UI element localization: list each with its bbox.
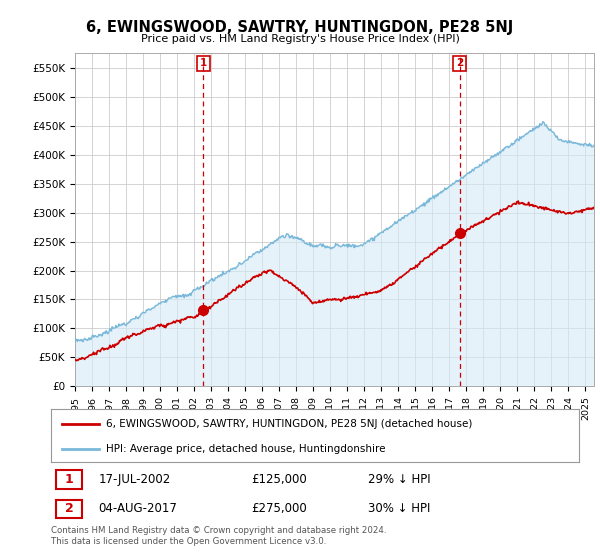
- Text: 1: 1: [65, 473, 73, 486]
- Text: Contains HM Land Registry data © Crown copyright and database right 2024.
This d: Contains HM Land Registry data © Crown c…: [51, 526, 386, 546]
- Text: Price paid vs. HM Land Registry's House Price Index (HPI): Price paid vs. HM Land Registry's House …: [140, 34, 460, 44]
- Text: HPI: Average price, detached house, Huntingdonshire: HPI: Average price, detached house, Hunt…: [106, 444, 386, 454]
- Text: 17-JUL-2002: 17-JUL-2002: [98, 473, 171, 486]
- Text: £125,000: £125,000: [251, 473, 307, 486]
- Text: 2: 2: [65, 502, 73, 515]
- Text: 30% ↓ HPI: 30% ↓ HPI: [368, 502, 430, 515]
- FancyBboxPatch shape: [56, 470, 82, 489]
- Text: 04-AUG-2017: 04-AUG-2017: [98, 502, 178, 515]
- Text: 29% ↓ HPI: 29% ↓ HPI: [368, 473, 430, 486]
- Text: 6, EWINGSWOOD, SAWTRY, HUNTINGDON, PE28 5NJ (detached house): 6, EWINGSWOOD, SAWTRY, HUNTINGDON, PE28 …: [106, 419, 473, 429]
- Text: £275,000: £275,000: [251, 502, 307, 515]
- Text: 2: 2: [456, 58, 463, 68]
- Text: 6, EWINGSWOOD, SAWTRY, HUNTINGDON, PE28 5NJ: 6, EWINGSWOOD, SAWTRY, HUNTINGDON, PE28 …: [86, 20, 514, 35]
- FancyBboxPatch shape: [56, 500, 82, 518]
- Text: 1: 1: [200, 58, 207, 68]
